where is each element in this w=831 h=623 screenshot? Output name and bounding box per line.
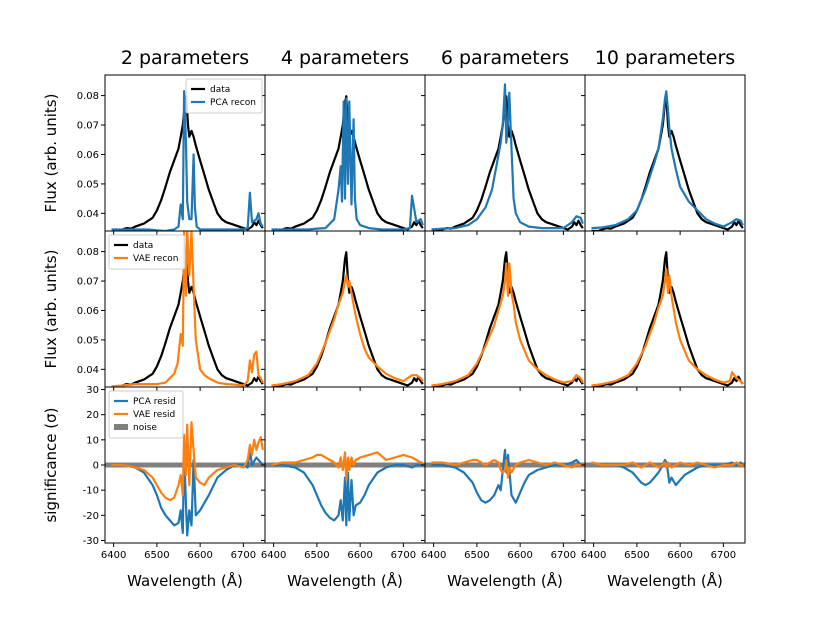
legend-row-1: data VAE recon [108, 234, 186, 270]
column-title-1: 4 parameters [281, 47, 409, 69]
pca-resid-line [591, 458, 744, 487]
pca-recon-line [431, 83, 584, 231]
y-tick-label: 0.04 [77, 209, 99, 220]
column-titles: 2 parameters 4 parameters 6 parameters 10 p… [121, 47, 735, 69]
x-tick-label: 6700 [551, 550, 576, 561]
x-tick-label: 6500 [464, 550, 489, 561]
pca-recon-line [271, 97, 424, 231]
y-tick-label: 0.08 [77, 91, 99, 102]
panel-r2-c2: 6400 6500 6600 6700 [421, 386, 586, 561]
y-tick-label: 0.08 [77, 247, 99, 258]
y-tick-label: 0.05 [77, 179, 99, 190]
legend-label: noise [133, 423, 157, 433]
panel-r2-c3: 6400 6500 6600 6700 [581, 386, 746, 561]
y-tick-label: 0.04 [77, 365, 99, 376]
data-line [431, 251, 584, 387]
data-line [431, 95, 584, 231]
panel-r0-c1 [261, 74, 426, 235]
vae-recon-line [271, 274, 424, 387]
y-tick-label: 0 [93, 461, 99, 472]
pca-resid-line [271, 463, 423, 527]
vae-resid-line [111, 421, 264, 502]
pca-resid-line [111, 448, 264, 537]
x-axis-label-3: Wavelength (Å) [607, 571, 723, 590]
y-tick-label: 20 [86, 410, 99, 421]
data-line [111, 95, 264, 231]
legend-label: PCA resid [133, 397, 176, 407]
x-axis-labels: Wavelength (Å) Wavelength (Å) Wavelength (… [127, 571, 723, 590]
y-tick-label: 10 [86, 435, 99, 446]
x-axis-label-2: Wavelength (Å) [447, 571, 563, 590]
x-tick-label: 6700 [391, 550, 416, 561]
legend-row-0: data PCA recon [185, 78, 263, 114]
panel-r1-c2 [421, 230, 586, 391]
x-tick-label: 6400 [101, 550, 126, 561]
column-title-0: 2 parameters [121, 47, 249, 69]
panel-r2-c0: -30 -20 -10 0 10 20 30 6400 6500 6600 6700 [83, 385, 266, 561]
vae-resid-line [431, 458, 583, 479]
legend-label: PCA recon [210, 98, 256, 108]
y-tick-label: 0.06 [77, 150, 99, 161]
y-tick-label: -10 [83, 486, 99, 497]
vae-resid-line [271, 451, 423, 482]
data-line [591, 95, 744, 231]
x-tick-label: 6700 [231, 550, 256, 561]
x-tick-label: 6600 [507, 550, 532, 561]
legend-row-2: PCA resid VAE resid noise [108, 390, 184, 439]
legend-label: VAE recon [133, 254, 178, 264]
x-axis-label-0: Wavelength (Å) [127, 571, 243, 590]
legend-label: VAE resid [133, 410, 175, 420]
y-axis-label-row-0: Flux (arb. units) [42, 94, 60, 213]
y-tick-label: -30 [83, 536, 99, 547]
legend-box [108, 234, 186, 270]
vae-resid-line [591, 461, 743, 469]
legend-label: data [210, 85, 230, 95]
y-tick-label: 0.06 [77, 306, 99, 317]
x-tick-label: 6500 [624, 550, 649, 561]
column-title-3: 10 parameters [595, 47, 735, 69]
x-tick-label: 6600 [667, 550, 692, 561]
y-axis-label-row-1: Flux (arb. units) [42, 250, 60, 369]
panel-r0-c2 [421, 74, 586, 235]
x-tick-label: 6400 [261, 550, 286, 561]
panel-r1-c1 [261, 230, 426, 391]
vae-recon-line [111, 231, 264, 387]
y-tick-label: 30 [86, 385, 99, 396]
x-tick-label: 6400 [421, 550, 446, 561]
legend-box [185, 78, 263, 114]
y-tick-label: 0.07 [77, 121, 99, 132]
x-tick-label: 6600 [187, 550, 212, 561]
data-line [271, 251, 424, 387]
y-axis-label-row-2: significance (σ) [42, 407, 60, 522]
x-tick-label: 6500 [144, 550, 169, 561]
column-title-2: 6 parameters [441, 47, 569, 69]
x-tick-label: 6500 [304, 550, 329, 561]
panel-r0-c3 [581, 74, 746, 235]
x-axis-label-1: Wavelength (Å) [287, 571, 403, 590]
data-line [591, 251, 744, 387]
x-tick-label: 6400 [581, 550, 606, 561]
panels-grid: 0.04 0.05 0.06 0.07 0.08 0.04 0.05 0.06 0.07 0.08… [77, 74, 746, 561]
panel-r1-c3 [581, 230, 746, 391]
vae-recon-line [431, 262, 584, 387]
legend-label: data [133, 241, 153, 251]
vae-recon-line [591, 268, 744, 387]
legend-swatch [114, 424, 128, 430]
x-tick-label: 6600 [347, 550, 372, 561]
y-tick-label: -20 [83, 511, 99, 522]
y-tick-label: 0.05 [77, 335, 99, 346]
y-axis-labels: Flux (arb. units) Flux (arb. units) signif… [42, 94, 60, 523]
x-tick-label: 6700 [711, 550, 736, 561]
y-tick-label: 0.07 [77, 277, 99, 288]
panel-r2-c1: 6400 6500 6600 6700 [261, 386, 426, 561]
pca-recon-line [591, 90, 744, 230]
